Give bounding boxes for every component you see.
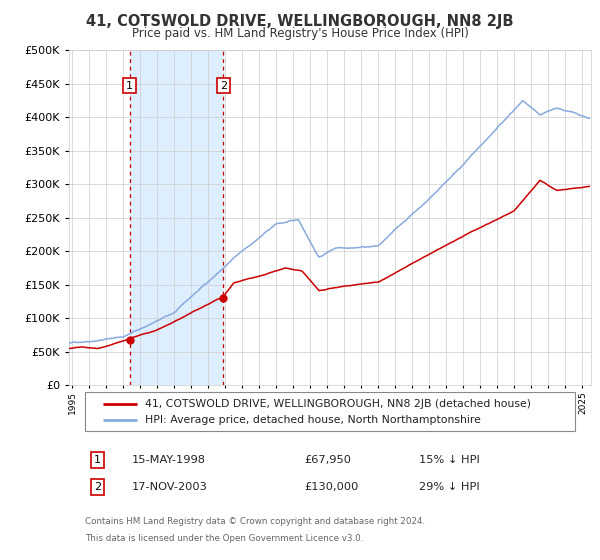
Text: 1: 1	[94, 455, 101, 465]
Text: 15% ↓ HPI: 15% ↓ HPI	[419, 455, 479, 465]
Text: HPI: Average price, detached house, North Northamptonshire: HPI: Average price, detached house, Nort…	[145, 415, 481, 425]
Text: £130,000: £130,000	[304, 482, 358, 492]
Text: 2: 2	[220, 81, 227, 91]
Text: This data is licensed under the Open Government Licence v3.0.: This data is licensed under the Open Gov…	[85, 534, 363, 544]
Text: £67,950: £67,950	[304, 455, 351, 465]
Text: 15-MAY-1998: 15-MAY-1998	[131, 455, 206, 465]
Text: Price paid vs. HM Land Registry's House Price Index (HPI): Price paid vs. HM Land Registry's House …	[131, 27, 469, 40]
Text: 2: 2	[94, 482, 101, 492]
Text: 41, COTSWOLD DRIVE, WELLINGBOROUGH, NN8 2JB (detached house): 41, COTSWOLD DRIVE, WELLINGBOROUGH, NN8 …	[145, 399, 530, 409]
Text: 1: 1	[126, 81, 133, 91]
Text: 29% ↓ HPI: 29% ↓ HPI	[419, 482, 479, 492]
Text: 17-NOV-2003: 17-NOV-2003	[131, 482, 208, 492]
Text: Contains HM Land Registry data © Crown copyright and database right 2024.: Contains HM Land Registry data © Crown c…	[85, 516, 425, 525]
Bar	[130, 50, 223, 385]
Text: 41, COTSWOLD DRIVE, WELLINGBOROUGH, NN8 2JB: 41, COTSWOLD DRIVE, WELLINGBOROUGH, NN8 …	[86, 14, 514, 29]
